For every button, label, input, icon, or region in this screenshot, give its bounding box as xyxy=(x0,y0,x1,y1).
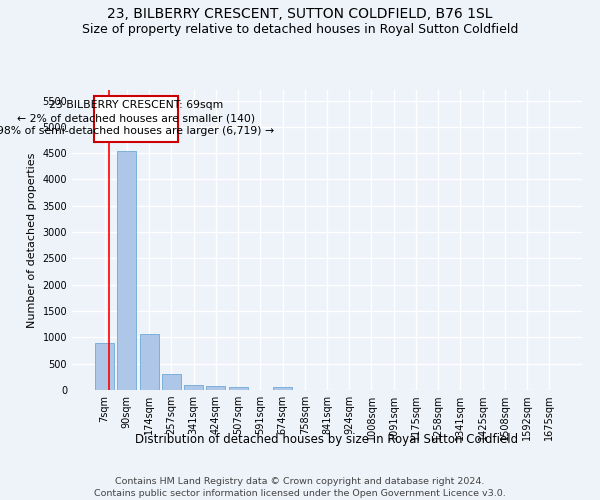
Bar xyxy=(273,388,292,390)
Text: Contains public sector information licensed under the Open Government Licence v3: Contains public sector information licen… xyxy=(94,489,506,498)
FancyBboxPatch shape xyxy=(94,96,178,142)
Text: Distribution of detached houses by size in Royal Sutton Coldfield: Distribution of detached houses by size … xyxy=(136,432,518,446)
Bar xyxy=(140,334,158,390)
Bar xyxy=(184,386,203,390)
Y-axis label: Number of detached properties: Number of detached properties xyxy=(27,152,37,328)
Bar xyxy=(95,342,114,390)
Bar xyxy=(162,374,181,390)
Text: Contains HM Land Registry data © Crown copyright and database right 2024.: Contains HM Land Registry data © Crown c… xyxy=(115,478,485,486)
Text: 23, BILBERRY CRESCENT, SUTTON COLDFIELD, B76 1SL: 23, BILBERRY CRESCENT, SUTTON COLDFIELD,… xyxy=(107,8,493,22)
Text: 23 BILBERRY CRESCENT: 69sqm: 23 BILBERRY CRESCENT: 69sqm xyxy=(49,100,223,110)
Text: ← 2% of detached houses are smaller (140): ← 2% of detached houses are smaller (140… xyxy=(17,113,255,123)
Text: 98% of semi-detached houses are larger (6,719) →: 98% of semi-detached houses are larger (… xyxy=(0,126,275,136)
Text: Size of property relative to detached houses in Royal Sutton Coldfield: Size of property relative to detached ho… xyxy=(82,22,518,36)
Bar xyxy=(206,386,225,390)
Bar xyxy=(118,150,136,390)
Bar xyxy=(229,388,248,390)
